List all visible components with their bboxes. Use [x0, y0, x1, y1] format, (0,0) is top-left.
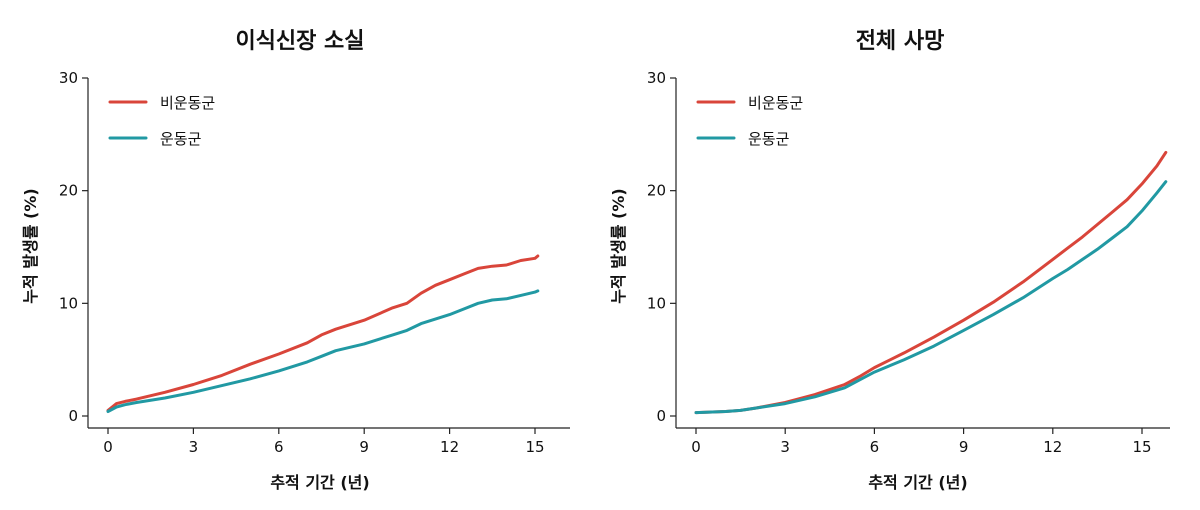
- x-tick-label: 12: [440, 438, 459, 456]
- y-axis-label: 누적 발생률 (%): [21, 188, 40, 303]
- x-tick-label: 9: [359, 438, 369, 456]
- chart-panel-graft-loss: 이식신장 소실 0 10 20 30 0 3 6 9 12 15 추적 기간 (년) 누적 발생률 (%…: [21, 29, 570, 492]
- x-tick-label: 3: [780, 438, 790, 456]
- x-tick-label: 12: [1043, 438, 1062, 456]
- y-tick-label: 0: [656, 407, 666, 425]
- y-tick-label: 10: [647, 294, 666, 312]
- legend-label: 비운동군: [160, 94, 215, 112]
- x-axis-label: 추적 기간 (년): [868, 473, 967, 492]
- y-tick-label: 30: [59, 69, 78, 87]
- y-tick-label: 20: [647, 182, 666, 200]
- x-axis-label: 추적 기간 (년): [270, 473, 369, 492]
- series-line-non-exercise: [106, 254, 540, 412]
- x-tick-label: 15: [1132, 438, 1151, 456]
- x-tick-label: 0: [691, 438, 701, 456]
- x-tick-label: 6: [274, 438, 284, 456]
- x-tick-label: 9: [959, 438, 969, 456]
- legend-label: 비운동군: [748, 94, 803, 112]
- y-tick-label: 20: [59, 182, 78, 200]
- x-tick-label: 15: [525, 438, 544, 456]
- legend-label: 운동군: [748, 130, 790, 148]
- y-axis-label: 누적 발생률 (%): [609, 188, 628, 303]
- series-line-non-exercise: [694, 150, 1168, 415]
- chart-panel-all-cause-death: 전체 사망 0 10 20 30 0 3 6 9 12 15 추적 기간 (년) 누적 발생률 (%) 비…: [609, 29, 1170, 492]
- x-tick-label: 0: [103, 438, 113, 456]
- series-line-exercise: [106, 289, 540, 413]
- y-tick-label: 10: [59, 294, 78, 312]
- y-tick-label: 0: [68, 407, 78, 425]
- x-tick-label: 3: [189, 438, 199, 456]
- x-tick-label: 6: [870, 438, 880, 456]
- legend-label: 운동군: [160, 130, 202, 148]
- y-tick-label: 30: [647, 69, 666, 87]
- series-line-exercise: [694, 180, 1168, 415]
- chart-title: 전체 사망: [856, 29, 945, 54]
- chart-title: 이식신장 소실: [235, 29, 364, 54]
